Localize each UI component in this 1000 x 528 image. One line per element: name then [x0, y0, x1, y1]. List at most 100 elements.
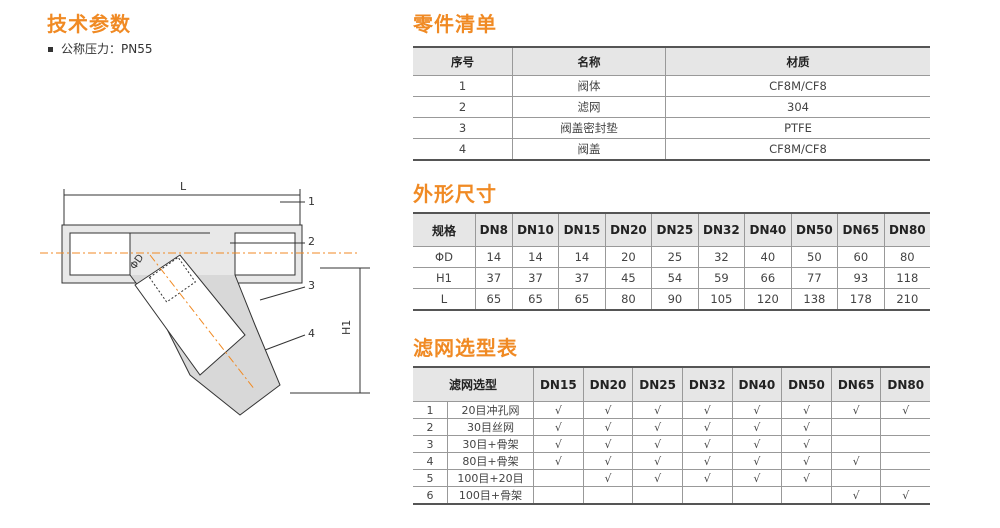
table-cell: 80目+骨架 [447, 452, 534, 470]
bullet-icon [48, 47, 53, 52]
check-cell: √ [582, 452, 634, 470]
check-cell: √ [681, 418, 733, 436]
check-cell [681, 486, 733, 505]
table-row: L 65 65 65 80 90 105 120 138 178 210 [413, 288, 930, 311]
col-header: 序号 [413, 46, 513, 76]
check-cell [781, 486, 832, 505]
table-cell: 32 [697, 246, 746, 268]
table-cell: 90 [651, 288, 699, 311]
label-H1: H1 [340, 320, 353, 335]
table-cell: 2 [413, 418, 448, 436]
table-cell: PTFE [665, 117, 930, 139]
check-cell [830, 435, 882, 453]
table-row: 2 滤网 304 [413, 96, 930, 118]
table-cell: 178 [837, 288, 885, 311]
col-header: DN65 [830, 366, 882, 402]
check-cell [632, 486, 683, 505]
table-row: 4 阀盖 CF8M/CF8 [413, 138, 930, 161]
col-header: DN40 [744, 212, 792, 247]
check-cell: √ [632, 469, 683, 487]
col-header: DN8 [475, 212, 513, 247]
table-cell: 100目+20目 [447, 469, 534, 487]
table-cell: 210 [883, 288, 930, 311]
check-cell: √ [632, 452, 683, 470]
check-cell [880, 418, 930, 436]
filter-selection-table: 滤网选型 DN15 DN20 DN25 DN32 DN40 DN50 DN65 DN80 1 20目… [413, 366, 930, 505]
check-cell: √ [632, 418, 683, 436]
table-cell: 20 [604, 246, 653, 268]
col-header: DN20 [582, 366, 634, 402]
table-cell: H1 [413, 267, 476, 289]
label-part-4: 4 [308, 327, 315, 340]
col-header: DN80 [880, 366, 930, 402]
table-cell: 1 [413, 401, 448, 419]
check-cell [830, 418, 882, 436]
label-part-1: 1 [308, 195, 315, 208]
table-cell: 5 [413, 469, 448, 487]
table-cell: 6 [413, 486, 448, 505]
col-header: DN32 [681, 366, 733, 402]
table-cell: 65 [511, 288, 560, 311]
col-header: DN40 [731, 366, 783, 402]
parts-title: 零件清单 [413, 12, 497, 36]
table-cell: 50 [790, 246, 839, 268]
check-cell: √ [830, 452, 882, 470]
header-row: 规格 DN8 DN10 DN15 DN20 DN25 DN32 DN40 DN50 DN65 DN8… [413, 212, 930, 247]
col-header: DN65 [837, 212, 885, 247]
spec-item: 公称压力：PN55 [48, 40, 152, 57]
table-cell: 93 [837, 267, 885, 289]
table-cell: 45 [604, 267, 653, 289]
table-cell: 20目冲孔网 [447, 401, 534, 419]
check-cell: √ [533, 401, 584, 419]
table-cell: 60 [837, 246, 885, 268]
col-header: 滤网选型 [413, 366, 534, 402]
col-header: DN50 [781, 366, 832, 402]
table-cell: 4 [413, 138, 513, 161]
check-cell: √ [781, 418, 832, 436]
check-cell: √ [533, 452, 584, 470]
valve-drawing: L 1 2 3 4 H1 ΦD [40, 175, 380, 439]
check-cell: √ [632, 435, 683, 453]
check-cell: √ [681, 435, 733, 453]
header-row: 滤网选型 DN15 DN20 DN25 DN32 DN40 DN50 DN65 DN80 [413, 366, 930, 402]
col-header: DN25 [651, 212, 699, 247]
col-header: DN80 [883, 212, 930, 247]
check-cell [533, 469, 584, 487]
table-cell: 阀体 [512, 75, 666, 97]
table-cell: 3 [413, 435, 448, 453]
y-strainer-diagram: L 1 2 3 4 H1 ΦD [40, 180, 370, 416]
col-header: DN15 [558, 212, 606, 247]
dimensions-table: 规格 DN8 DN10 DN15 DN20 DN25 DN32 DN40 DN50 DN65 DN8… [413, 212, 930, 311]
table-cell: 37 [475, 267, 513, 289]
table-cell: 59 [697, 267, 746, 289]
label-part-2: 2 [308, 235, 315, 248]
check-cell: √ [632, 401, 683, 419]
table-cell: L [413, 288, 476, 311]
table-cell: 3 [413, 117, 513, 139]
table-row: 3 30目+骨架 √ √ √ √ √ √ [413, 435, 930, 453]
table-cell: 80 [883, 246, 930, 268]
table-row: 1 20目冲孔网 √ √ √ √ √ √ √ √ [413, 401, 930, 419]
table-cell: 37 [558, 267, 606, 289]
table-cell: 25 [651, 246, 699, 268]
table-cell: 阀盖 [512, 138, 666, 161]
col-header: DN50 [790, 212, 839, 247]
table-row: 4 80目+骨架 √ √ √ √ √ √ √ [413, 452, 930, 470]
table-row: 1 阀体 CF8M/CF8 [413, 75, 930, 97]
col-header: DN25 [632, 366, 683, 402]
table-cell: 66 [744, 267, 792, 289]
check-cell: √ [533, 435, 584, 453]
table-cell: 54 [651, 267, 699, 289]
check-cell: √ [582, 401, 634, 419]
table-cell: 65 [558, 288, 606, 311]
table-row: H1 37 37 37 45 54 59 66 77 93 118 [413, 267, 930, 289]
check-cell [880, 469, 930, 487]
check-cell: √ [681, 452, 733, 470]
table-cell: 100目+骨架 [447, 486, 534, 505]
check-cell: √ [880, 401, 930, 419]
table-row: 6 100目+骨架 √ √ [413, 486, 930, 505]
check-cell: √ [880, 486, 930, 505]
specs-title: 技术参数 [47, 12, 131, 36]
dimensions-title: 外形尺寸 [413, 182, 497, 206]
table-cell: 30目+骨架 [447, 435, 534, 453]
